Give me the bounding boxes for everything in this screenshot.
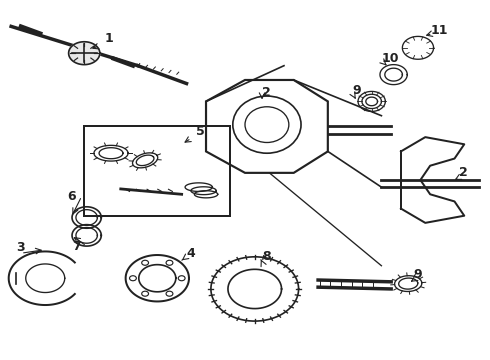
Text: 6: 6 (67, 190, 76, 203)
Text: 2: 2 (262, 86, 271, 99)
Text: 10: 10 (381, 52, 399, 65)
Polygon shape (69, 42, 100, 64)
Text: 7: 7 (72, 240, 81, 253)
Text: 8: 8 (262, 250, 270, 264)
Text: 2: 2 (460, 166, 468, 179)
Text: 9: 9 (413, 268, 422, 281)
Text: 11: 11 (430, 23, 448, 36)
Text: 5: 5 (196, 125, 205, 138)
Text: 9: 9 (352, 84, 361, 97)
Text: 4: 4 (187, 247, 196, 260)
Text: 1: 1 (104, 32, 113, 45)
Text: 3: 3 (16, 242, 24, 255)
